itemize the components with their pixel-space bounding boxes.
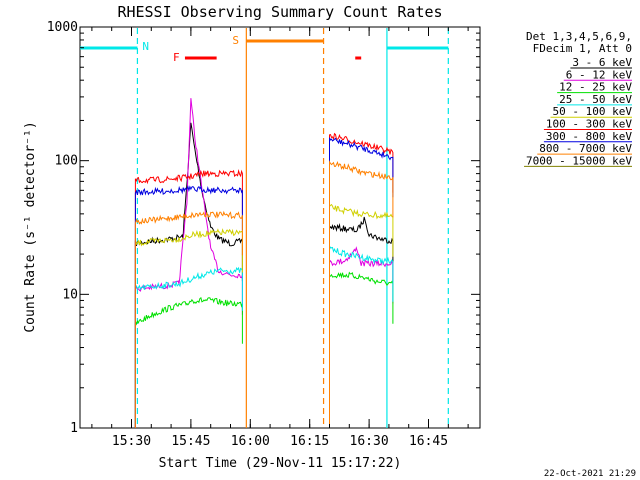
legend-entry-label: 50 - 100 keV <box>553 105 633 118</box>
legend-entry-label: 300 - 800 keV <box>546 130 632 143</box>
plot-frame <box>79 26 481 429</box>
legend-entry-label: 7000 - 15000 keV <box>526 154 632 167</box>
annotations: N S F <box>80 28 449 428</box>
series-line <box>134 228 243 428</box>
series-line <box>329 246 394 428</box>
flare-marker-label: F <box>173 51 180 64</box>
series-line <box>134 98 243 428</box>
y-tick-label: 100 <box>55 154 78 169</box>
series-lines <box>134 98 394 428</box>
legend-entry-label: 25 - 50 keV <box>559 93 632 106</box>
x-axis-label: Start Time (29-Nov-11 15:17:22) <box>159 456 402 471</box>
legend-entry-label: 100 - 300 keV <box>546 118 632 131</box>
x-tick-label: 15:30 <box>112 434 151 449</box>
legend-entry-label: 800 - 7000 keV <box>539 142 632 155</box>
y-axis-label: Count Rate (s⁻¹ detector⁻¹) <box>23 121 38 332</box>
legend-entry-label: 6 - 12 keV <box>566 68 633 81</box>
axes: 1 10 100 1000 15:30 15:45 16:00 16:15 16:30 16:45 <box>47 20 480 449</box>
series-line <box>329 159 394 428</box>
series-line <box>134 266 243 428</box>
legend-entry-label: 12 - 25 keV <box>559 81 632 94</box>
series-line <box>134 210 243 428</box>
series-line <box>329 271 394 428</box>
y-tick-label: 1000 <box>47 20 78 35</box>
series-line <box>134 185 243 428</box>
plot-area <box>79 26 481 429</box>
series-line <box>329 216 394 428</box>
x-tick-label: 16:00 <box>231 434 270 449</box>
saa-marker-label: S <box>232 34 239 47</box>
x-tick-label: 16:30 <box>350 434 389 449</box>
x-tick-label: 15:45 <box>171 434 210 449</box>
y-tick-label: 10 <box>62 287 78 302</box>
series-line <box>329 203 394 428</box>
night-marker-label: N <box>142 40 149 53</box>
series-line <box>329 132 394 428</box>
series-line <box>134 169 243 428</box>
legend-entry-label: 3 - 6 keV <box>572 56 632 69</box>
legend-header-line: Det 1,3,4,5,6,9, <box>526 30 632 43</box>
series-line <box>134 296 243 428</box>
x-tick-label: 16:15 <box>290 434 329 449</box>
series-line <box>329 137 394 428</box>
legend-header-line: FDecim 1, Att 0 <box>533 42 632 55</box>
x-tick-label: 16:45 <box>409 434 448 449</box>
footer-timestamp: 22-Oct-2021 21:29 <box>544 469 636 479</box>
series-line <box>134 122 243 428</box>
legend: Det 1,3,4,5,6,9,FDecim 1, Att 03 - 6 keV… <box>524 30 632 167</box>
y-tick-label: 1 <box>70 421 78 436</box>
chart-title: RHESSI Observing Summary Count Rates <box>117 3 442 21</box>
